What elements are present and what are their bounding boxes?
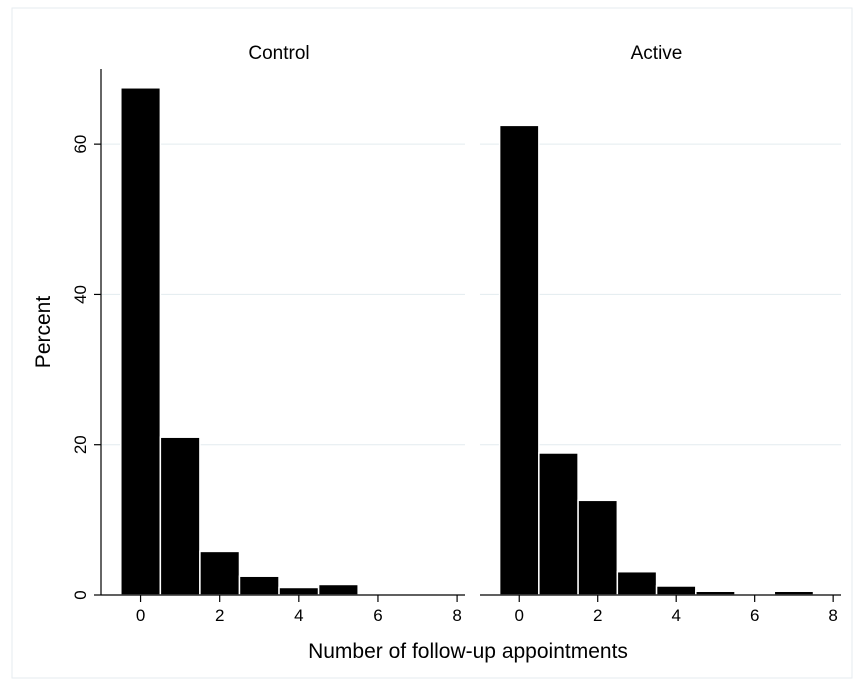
y-tick-label: 0 [71,590,90,599]
bar-3 [238,575,280,596]
bar-1 [159,436,201,596]
bar-3 [616,570,658,596]
x-tick-label: 2 [215,606,224,625]
x-tick-label: 6 [373,606,382,625]
x-tick-label: 6 [750,606,759,625]
bar-2 [577,499,619,596]
x-axis-title: Number of follow-up appointments [308,640,628,663]
panel-title-active: Active [631,43,683,64]
y-tick-label: 60 [71,135,90,154]
bar-2 [199,550,241,596]
bars [498,124,815,596]
x-tick-label: 0 [515,606,524,625]
y-tick-label: 20 [71,435,90,454]
x-tick-label: 4 [671,606,680,625]
x-tick-label: 4 [294,606,303,625]
bar-5 [317,583,359,596]
x-tick-label: 0 [136,606,145,625]
y-tick-label: 40 [71,285,90,304]
panel-active: 0 2 4 6 8 Active [480,43,841,625]
panel-title-control: Control [248,43,309,64]
axes: 0 2 4 6 8 0 20 40 60 [71,69,465,625]
gridlines [480,143,841,446]
panel-control: 0 2 4 6 8 0 20 40 60 Control [71,43,465,625]
y-axis-title: Percent [32,296,55,369]
bar-0 [498,124,540,596]
x-tick-label: 8 [828,606,837,625]
x-tick-label: 2 [593,606,602,625]
bar-0 [120,87,162,596]
bars [120,87,439,596]
bar-4 [655,585,697,596]
axes: 0 2 4 6 8 [480,594,841,625]
x-tick-label: 8 [452,606,461,625]
bar-4 [278,586,320,596]
bar-1 [538,452,579,596]
